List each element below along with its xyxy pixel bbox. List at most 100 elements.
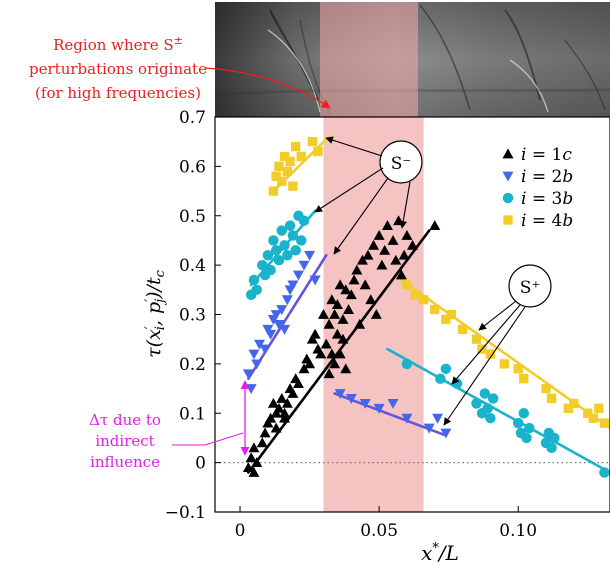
data-point — [268, 235, 279, 246]
legend: i = 1ci = 2bi = 3bi = 4b — [502, 145, 573, 231]
data-point — [331, 299, 343, 310]
legend-label: i = 3b — [521, 189, 573, 209]
data-point — [285, 156, 295, 167]
data-point — [518, 408, 529, 419]
data-point — [402, 280, 412, 290]
data-point — [410, 290, 420, 300]
region-arrow — [204, 67, 331, 109]
data-point — [457, 324, 468, 334]
data-point — [265, 264, 276, 276]
data-point — [288, 181, 298, 191]
data-point — [323, 368, 335, 379]
data-point — [331, 328, 343, 339]
y-tick-label: −0.1 — [165, 503, 206, 523]
y-tick-label: 0 — [195, 454, 206, 474]
data-point — [256, 437, 268, 448]
region-label-line-1: Region where S± — [53, 34, 183, 54]
data-point — [290, 245, 301, 256]
plot-area: 0 0.05 0.10 −0.1 0 0.1 0.2 0.3 0.4 0.5 0.6 0.7 — [165, 108, 610, 541]
data-point — [379, 244, 391, 255]
data-point — [583, 408, 593, 418]
data-point — [390, 254, 402, 265]
data-point — [245, 384, 257, 395]
data-point — [279, 151, 290, 162]
data-point — [267, 397, 279, 408]
data-point — [348, 274, 360, 285]
data-point — [440, 428, 452, 439]
data-point — [351, 264, 363, 275]
region-label-line-3: (for high frequencies) — [35, 84, 201, 102]
data-point — [549, 432, 560, 444]
data-point — [262, 250, 274, 261]
data-point — [343, 304, 355, 314]
y-tick-label: 0.6 — [179, 157, 206, 177]
data-point — [345, 289, 357, 300]
data-point — [365, 294, 377, 305]
delta-tau-leader — [172, 432, 244, 446]
data-point — [287, 388, 299, 398]
data-point — [401, 413, 413, 424]
data-point — [563, 403, 573, 413]
data-point — [401, 230, 413, 240]
annotations: Region where S± perturbations originate … — [29, 34, 552, 471]
data-point — [499, 359, 509, 369]
data-point — [440, 363, 452, 375]
data-point — [329, 309, 341, 319]
data-point — [451, 378, 463, 389]
data-point — [320, 338, 332, 349]
data-point — [599, 467, 610, 478]
data-point — [292, 270, 304, 281]
data-point — [296, 151, 306, 162]
data-point — [242, 462, 254, 472]
data-point — [282, 166, 292, 176]
data-point — [340, 284, 352, 295]
data-point — [277, 176, 287, 186]
data-point — [292, 378, 304, 389]
data-point — [279, 412, 291, 423]
y-tick-label: 0.5 — [179, 207, 206, 227]
data-point — [337, 313, 349, 324]
data-point — [512, 417, 524, 429]
data-point — [298, 215, 310, 226]
data-point — [287, 230, 299, 241]
data-point — [387, 234, 399, 245]
data-point — [284, 220, 296, 231]
data-point — [248, 467, 260, 477]
data-point — [524, 422, 535, 434]
legend-label: i = 2b — [521, 167, 573, 187]
data-point — [251, 284, 262, 296]
data-point — [356, 254, 368, 265]
data-point — [362, 249, 374, 260]
data-point — [334, 389, 346, 399]
data-point — [334, 348, 346, 359]
x-tick-label: 0 — [235, 521, 246, 541]
data-point — [446, 309, 457, 320]
data-point — [435, 373, 446, 384]
x-tick-label: 0.10 — [499, 521, 537, 541]
data-point — [373, 230, 385, 240]
data-point — [423, 423, 435, 434]
data-point — [487, 393, 499, 404]
data-point — [370, 309, 382, 319]
data-point — [281, 295, 293, 306]
data-point — [304, 250, 316, 261]
data-point — [259, 427, 271, 438]
s-minus-arrow-3b — [314, 167, 384, 213]
data-point — [337, 333, 349, 344]
data-point — [599, 418, 610, 428]
data-point — [432, 413, 444, 424]
data-point — [387, 398, 399, 409]
y-tick-label: 0.3 — [179, 306, 206, 326]
data-point — [248, 349, 260, 360]
y-tick-label: 0.1 — [179, 404, 206, 424]
s-plus-arrow-4b — [478, 300, 517, 331]
data-point — [359, 279, 371, 290]
s-minus-arrow-4b — [325, 136, 383, 157]
data-point — [270, 422, 282, 433]
data-point — [401, 358, 413, 370]
data-point — [265, 412, 277, 423]
data-point — [546, 393, 557, 404]
legend-marker — [503, 215, 513, 225]
data-point — [290, 141, 301, 152]
